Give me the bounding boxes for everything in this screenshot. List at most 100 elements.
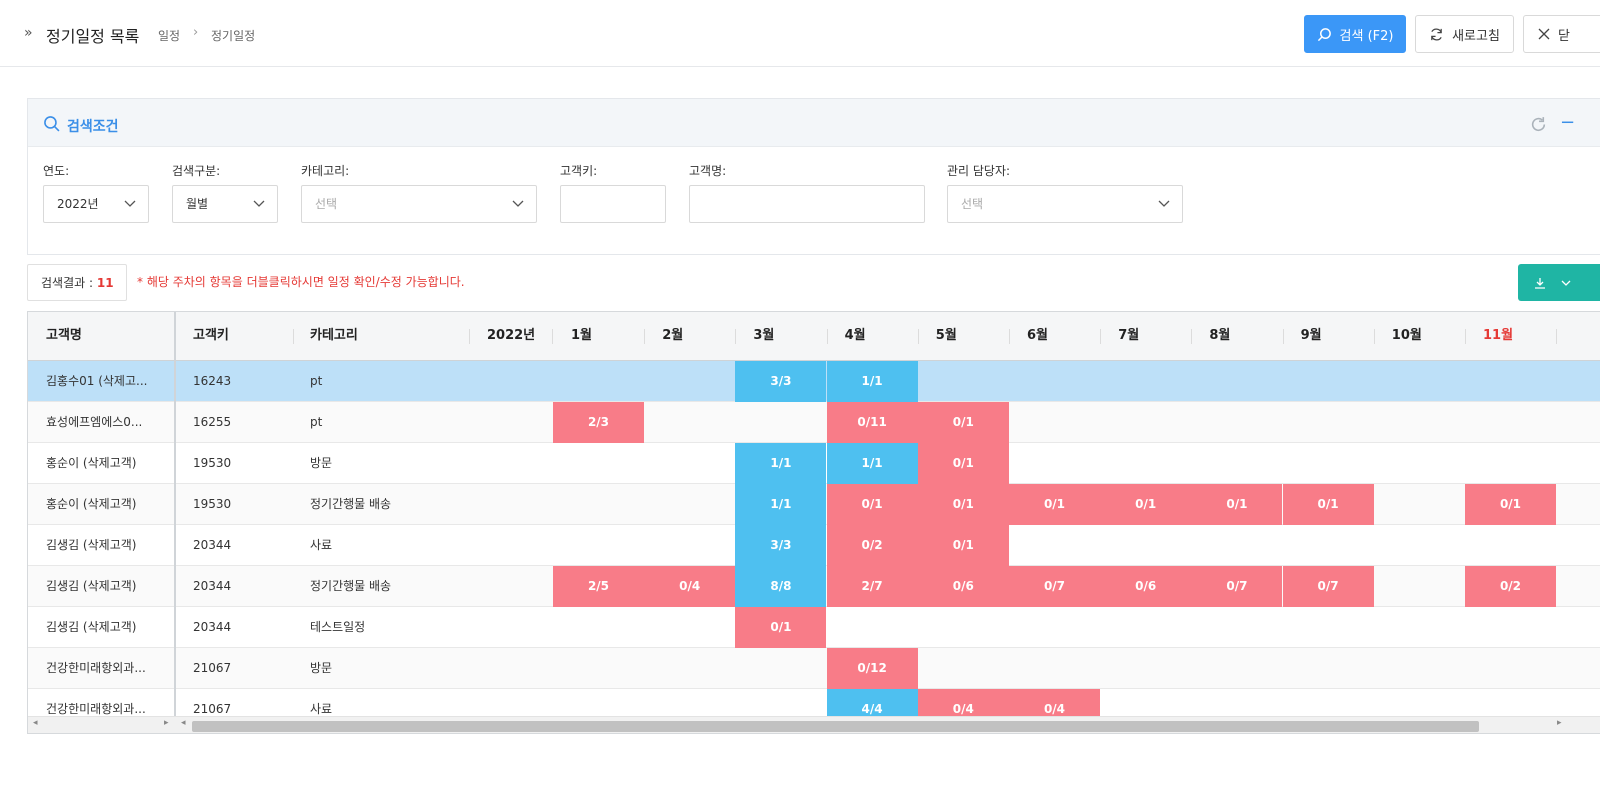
collapse-icon[interactable]: − (1560, 112, 1576, 133)
chevron-down-icon (1561, 280, 1571, 286)
cell-category: 사료 (310, 702, 333, 716)
cell-customer-key: 16243 (193, 374, 232, 388)
chevron-down-icon (512, 200, 524, 207)
refresh-button[interactable]: 새로고침 (1415, 15, 1514, 53)
schedule-month-cell[interactable]: 0/6 (917, 566, 1009, 607)
manager-select[interactable]: 선택 (947, 185, 1183, 223)
scroll-left-icon[interactable]: ◂ (181, 718, 186, 728)
schedule-month-cell[interactable]: 0/4 (644, 566, 736, 607)
schedule-month-cell[interactable]: 0/1 (735, 607, 827, 648)
schedule-month-cell[interactable]: 1/1 (826, 361, 918, 402)
schedule-month-cell[interactable]: 0/1 (1282, 484, 1374, 525)
download-button[interactable] (1518, 264, 1600, 301)
schedule-month-cell[interactable]: 1/1 (735, 443, 827, 484)
schedule-month-cell[interactable]: 0/1 (917, 443, 1009, 484)
schedule-month-cell[interactable]: 0/1 (1100, 484, 1192, 525)
table-row[interactable]: 효성에프엠에스0... 16255 pt 2/3 0/11 0/1 (28, 402, 1600, 443)
header-month[interactable]: 10월 (1391, 328, 1422, 343)
header-month[interactable]: 4월 (844, 328, 866, 343)
scrollbar-thumb[interactable] (192, 721, 1479, 732)
header-month[interactable]: 2월 (662, 328, 684, 343)
scroll-right-icon[interactable]: ▸ (1557, 718, 1562, 728)
table-row[interactable]: 김생김 (삭제고객) 20344 정기간행물 배송 2/5 0/4 8/8 2/7 0/6 0/… (28, 566, 1600, 607)
header-divider (917, 329, 919, 344)
page-title: 정기일정 목록 (46, 27, 140, 46)
refresh-button-label: 새로고침 (1452, 28, 1500, 44)
table-row[interactable]: 홍순이 (삭제고객) 19530 정기간행물 배송 1/1 0/1 0/1 0/1 0/1 0/… (28, 484, 1600, 525)
schedule-grid: 고객명 고객키 카테고리 2022년 1월 2월 3월 4월 5월 6월 7월 8월 9월 10월… (27, 311, 1600, 734)
search-button[interactable]: 검색 (F2) (1304, 15, 1406, 53)
manager-placeholder: 선택 (961, 197, 984, 211)
schedule-month-cell[interactable]: 0/1 (1009, 484, 1100, 525)
header-month[interactable]: 5월 (935, 328, 957, 343)
schedule-month-cell[interactable]: 0/12 (826, 648, 918, 689)
table-row[interactable]: 김생김 (삭제고객) 20344 사료 3/3 0/2 0/1 (28, 525, 1600, 566)
cell-customer-name: 김생김 (삭제고객) (46, 620, 137, 634)
schedule-month-cell[interactable]: 0/7 (1191, 566, 1283, 607)
schedule-month-cell[interactable]: 1/1 (826, 443, 918, 484)
schedule-month-cell[interactable]: 3/3 (735, 525, 827, 566)
year-value: 2022년 (57, 197, 99, 211)
schedule-month-cell[interactable]: 2/3 (553, 402, 644, 443)
schedule-month-cell[interactable]: 2/5 (553, 566, 644, 607)
header-month[interactable]: 8월 (1209, 328, 1231, 343)
cell-category: 사료 (310, 538, 333, 552)
header-month[interactable]: 7월 (1118, 328, 1140, 343)
category-select[interactable]: 선택 (301, 185, 537, 223)
chevron-down-icon (253, 200, 265, 207)
header-divider (1191, 329, 1193, 344)
schedule-month-cell[interactable]: 0/1 (826, 484, 918, 525)
schedule-month-cell[interactable]: 1/1 (735, 484, 827, 525)
search-button-label: 검색 (F2) (1339, 28, 1394, 44)
menu-expand-icon[interactable]: » (24, 25, 33, 41)
header-divider (826, 329, 828, 344)
header-month[interactable]: 3월 (753, 328, 775, 343)
table-row[interactable]: 홍순이 (삭제고객) 19530 방문 1/1 1/1 0/1 (28, 443, 1600, 484)
header-month[interactable]: 1월 (571, 328, 593, 343)
schedule-month-cell[interactable]: 0/1 (1465, 484, 1556, 525)
search-type-select[interactable]: 월별 (172, 185, 278, 223)
header-month[interactable]: 6월 (1027, 328, 1049, 343)
schedule-month-cell[interactable]: 0/2 (826, 525, 918, 566)
breadcrumb-schedule[interactable]: 일정 (158, 29, 181, 43)
table-row[interactable]: 김홍수01 (삭제고... 16243 pt 3/3 1/1 (28, 361, 1600, 402)
notice-text: * 해당 주차의 항목을 더블클릭하시면 일정 확인/수정 가능합니다. (137, 275, 465, 289)
year-select[interactable]: 2022년 (43, 185, 149, 223)
header-customer-key[interactable]: 고객키 (193, 328, 229, 343)
table-row[interactable]: 김생김 (삭제고객) 20344 테스트일정 0/1 (28, 607, 1600, 648)
cell-customer-name: 효성에프엠에스0... (46, 415, 143, 429)
schedule-month-cell[interactable]: 0/7 (1009, 566, 1100, 607)
customer-key-input[interactable] (560, 185, 666, 223)
customer-name-input[interactable] (689, 185, 925, 223)
header-divider (1100, 329, 1102, 344)
cell-customer-name: 김홍수01 (삭제고... (46, 374, 148, 388)
schedule-month-cell[interactable]: 8/8 (735, 566, 827, 607)
schedule-month-cell[interactable]: 0/1 (1191, 484, 1283, 525)
horizontal-scrollbar[interactable]: ◂ ▸ ◂ ▸ (28, 716, 1600, 733)
chevron-down-icon (124, 200, 136, 207)
header-month[interactable]: 9월 (1300, 328, 1322, 343)
schedule-month-cell[interactable]: 0/1 (917, 484, 1009, 525)
close-button-label: 닫 (1558, 28, 1570, 44)
cell-customer-key: 16255 (193, 415, 232, 429)
schedule-month-cell[interactable]: 0/7 (1282, 566, 1374, 607)
close-button[interactable]: 닫 (1523, 15, 1600, 53)
cell-customer-key: 20344 (193, 538, 232, 552)
scroll-left-icon[interactable]: ◂ (33, 718, 38, 728)
schedule-month-cell[interactable]: 0/1 (917, 402, 1009, 443)
schedule-month-cell[interactable]: 0/1 (917, 525, 1009, 566)
schedule-month-cell[interactable]: 2/7 (826, 566, 918, 607)
schedule-month-cell[interactable]: 3/3 (735, 361, 827, 402)
scroll-right-icon[interactable]: ▸ (164, 718, 169, 728)
customer-key-label: 고객키: (560, 164, 598, 178)
reset-icon[interactable] (1530, 116, 1547, 133)
header-year[interactable]: 2022년 (487, 328, 536, 343)
schedule-month-cell[interactable]: 0/11 (826, 402, 918, 443)
schedule-month-cell[interactable]: 0/2 (1465, 566, 1556, 607)
table-row[interactable]: 건강한미래항외과... 21067 방문 0/12 (28, 648, 1600, 689)
header-customer-name[interactable]: 고객명 (46, 328, 82, 343)
header-category[interactable]: 카테고리 (310, 328, 358, 343)
cell-customer-key: 21067 (193, 702, 232, 716)
header-month[interactable]: 11월 (1483, 328, 1514, 343)
schedule-month-cell[interactable]: 0/6 (1100, 566, 1192, 607)
